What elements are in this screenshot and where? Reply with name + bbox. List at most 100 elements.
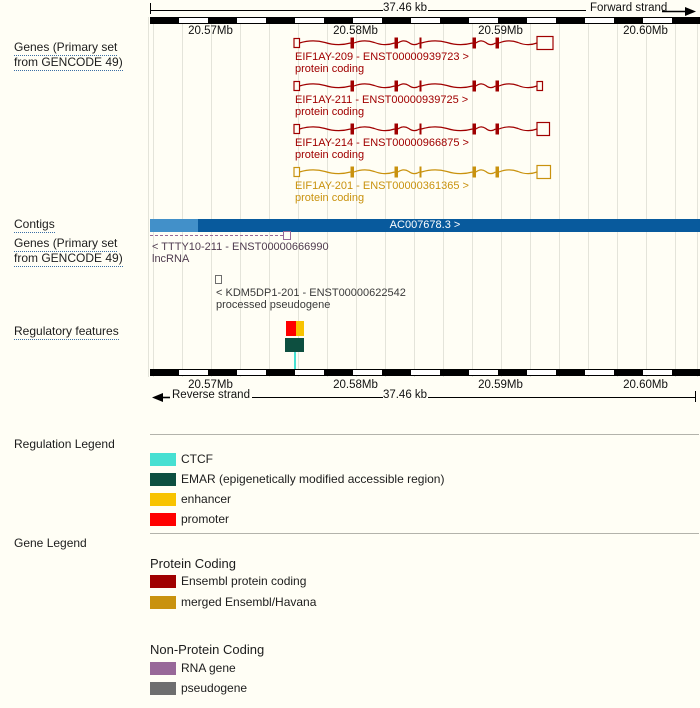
gene-name-label[interactable]: < KDM5DP1-201 - ENST00000622542 [216, 287, 406, 299]
legend-row-enhancer: enhancer [150, 492, 231, 506]
transcript-glyph[interactable] [150, 78, 700, 94]
gridline [471, 17, 473, 377]
regulatory-feature-enhancer[interactable] [296, 321, 304, 336]
transcript-glyph[interactable] [150, 121, 700, 137]
ruler-segment [585, 18, 614, 23]
ruler-segment [353, 18, 382, 23]
ruler-segment [208, 18, 237, 23]
regulatory-feature-emar[interactable] [285, 338, 304, 352]
ruler-segment [382, 370, 411, 375]
ruler-segment [266, 18, 295, 23]
ruler-segment [208, 370, 237, 375]
ruler-segment [411, 18, 440, 23]
ruler-tick-label: 20.59Mb [478, 379, 523, 391]
forward-strand-arrow-icon [662, 7, 696, 16]
transcript-glyph[interactable] [150, 164, 700, 180]
regulatory-feature-ctcf[interactable] [294, 352, 296, 370]
ruler-segment [353, 370, 382, 375]
gene-name-label[interactable]: EIF1AY-209 - ENST00000939723 > [295, 51, 469, 63]
gene-name-label[interactable]: < TTTY10-211 - ENST00000666990 [152, 241, 329, 253]
ruler-tick-label: 20.60Mb [623, 25, 668, 37]
ruler-segment [237, 370, 266, 375]
ruler-tick-label: 20.57Mb [188, 25, 233, 37]
legend-row-merged-ensembl-havana: merged Ensembl/Havana [150, 595, 316, 609]
gene-biotype-label: processed pseudogene [216, 299, 331, 311]
gridline [152, 17, 154, 377]
pseudogene-transcript-exon[interactable] [215, 275, 222, 284]
gene-name-label[interactable]: EIF1AY-211 - ENST00000939725 > [295, 94, 469, 106]
gridline [674, 17, 676, 377]
contig-name: AC007678.3 > [389, 219, 461, 231]
transcript-glyph[interactable] [150, 35, 700, 51]
gridline [148, 17, 149, 377]
lncrna-transcript-exon[interactable] [283, 231, 291, 240]
ruler-segment [295, 18, 324, 23]
regulatory-feature-promoter[interactable] [286, 321, 296, 336]
forward-strand-label: Forward strand [590, 2, 668, 14]
ruler-segment [324, 18, 353, 23]
protein-coding-heading: Protein Coding [150, 556, 236, 571]
ruler-segment [643, 18, 672, 23]
ruler-segment [527, 18, 556, 23]
legend-row-ctcf: CTCF [150, 452, 213, 466]
gridline [697, 17, 698, 377]
ruler-segment [643, 370, 672, 375]
ruler-segment [150, 370, 179, 375]
gridline [442, 17, 444, 377]
ruler-segment [411, 370, 440, 375]
non-protein-coding-heading: Non-Protein Coding [150, 642, 265, 657]
contig-bar[interactable]: AC007678.3 > [150, 219, 700, 232]
bottom-scale-left-line [252, 397, 383, 398]
gene-name-label[interactable]: EIF1AY-214 - ENST00000966875 > [295, 137, 469, 149]
contig-bar-light-segment[interactable] [150, 219, 198, 232]
bottom-ruler-ticks: 20.57Mb 20.58Mb 20.59Mb 20.60Mb [0, 379, 700, 392]
gridline [181, 17, 183, 377]
gridline [239, 17, 241, 377]
gene-biotype-label: protein coding [295, 149, 365, 161]
gene-legend-title: Gene Legend [14, 536, 87, 550]
ruler-segment [527, 370, 556, 375]
lncrna-transcript-line[interactable] [150, 235, 283, 236]
ruler-segment [266, 370, 295, 375]
bottom-ruler-bar [150, 369, 700, 376]
ruler-segment [556, 18, 585, 23]
ruler-segment [295, 370, 324, 375]
bottom-scale-length: 37.46 kb [382, 389, 428, 401]
ruler-segment [382, 18, 411, 23]
ruler-segment [614, 18, 643, 23]
reverse-strand-arrow-icon [152, 393, 170, 402]
top-scale-left-line [151, 10, 383, 11]
gridline [558, 17, 560, 377]
gene-biotype-label: protein coding [295, 63, 365, 75]
gene-name-label[interactable]: EIF1AY-201 - ENST00000361365 > [295, 180, 469, 192]
ruler-segment [672, 18, 700, 23]
ruler-segment [179, 370, 208, 375]
ruler-tick-label: 20.58Mb [333, 379, 378, 391]
top-scale-right-line [428, 10, 586, 11]
track-label-contigs[interactable]: Contigs [14, 217, 55, 233]
bottom-scale-right-line [428, 397, 695, 398]
ruler-segment [469, 370, 498, 375]
top-ruler-ticks: 20.57Mb 20.58Mb 20.59Mb 20.60Mb [0, 25, 700, 38]
legend-row-promoter: promoter [150, 512, 229, 526]
legend-row-ensembl-protein-coding: Ensembl protein coding [150, 574, 306, 588]
ruler-segment [585, 370, 614, 375]
gridline [384, 17, 386, 377]
bottom-scale-right-tick [695, 391, 696, 402]
track-label-genes-reverse[interactable]: Genes (Primary set from GENCODE 49) [14, 236, 123, 267]
reverse-strand-label: Reverse strand [172, 389, 250, 401]
legend-row-emar: EMAR (epigenetically modified accessible… [150, 472, 444, 486]
gene-biotype-label: protein coding [295, 106, 365, 118]
gridline [645, 17, 647, 377]
ruler-tick-label: 20.60Mb [623, 379, 668, 391]
track-label-regulatory-features[interactable]: Regulatory features [14, 324, 119, 340]
track-gridlines [0, 17, 700, 377]
legend-row-pseudogene: pseudogene [150, 681, 247, 695]
ruler-segment [150, 18, 179, 23]
ruler-segment [440, 18, 469, 23]
track-label-genes-forward[interactable]: Genes (Primary set from GENCODE 49) [14, 40, 123, 71]
regulation-legend-title: Regulation Legend [14, 437, 115, 451]
top-ruler-bar [150, 17, 700, 24]
merged-ensembl-havana-swatch [150, 595, 176, 609]
